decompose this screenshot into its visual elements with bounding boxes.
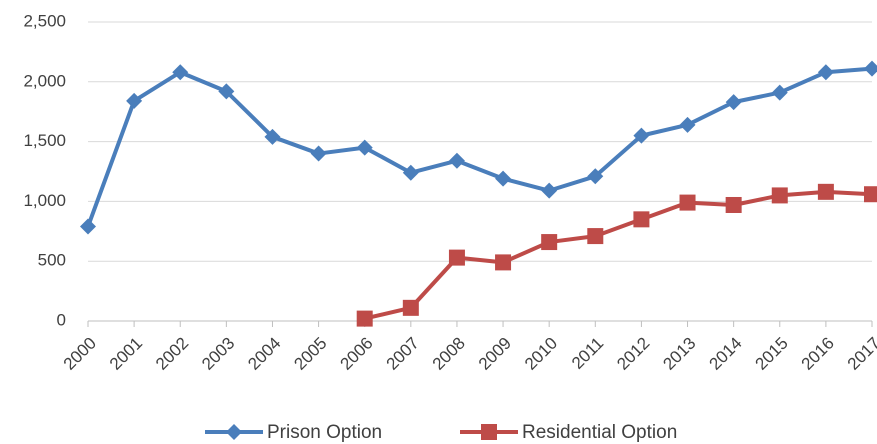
y-tick-label: 500 bbox=[38, 251, 66, 270]
x-tick-label: 2009 bbox=[475, 334, 515, 374]
legend-label: Prison Option bbox=[267, 422, 382, 443]
marker bbox=[495, 170, 512, 187]
x-tick-label: 2014 bbox=[705, 334, 745, 374]
x-tick-label: 2012 bbox=[613, 334, 653, 374]
legend-label: Residential Option bbox=[522, 422, 677, 443]
x-tick-label: 2017 bbox=[844, 334, 877, 374]
y-tick-label: 0 bbox=[57, 310, 66, 329]
marker bbox=[817, 64, 834, 81]
marker bbox=[448, 152, 465, 169]
x-tick-label: 2008 bbox=[429, 334, 469, 374]
marker bbox=[356, 310, 373, 327]
y-tick-label: 1,000 bbox=[23, 191, 66, 210]
x-tick-label: 2010 bbox=[521, 334, 561, 374]
marker bbox=[817, 183, 834, 200]
x-tick-label: 2015 bbox=[752, 334, 792, 374]
marker bbox=[725, 94, 742, 111]
marker bbox=[679, 116, 696, 133]
y-tick-label: 2,500 bbox=[23, 11, 66, 30]
marker bbox=[771, 84, 788, 101]
x-tick-label: 2013 bbox=[659, 334, 699, 374]
marker bbox=[126, 92, 143, 109]
x-tick-label: 2006 bbox=[337, 334, 377, 374]
marker bbox=[633, 127, 650, 144]
marker bbox=[172, 64, 189, 81]
marker bbox=[218, 83, 235, 100]
marker bbox=[771, 187, 788, 204]
marker bbox=[587, 168, 604, 185]
x-tick-label: 2011 bbox=[568, 334, 607, 373]
marker bbox=[679, 194, 696, 211]
x-tick-label: 2004 bbox=[244, 334, 284, 374]
marker bbox=[633, 211, 650, 228]
x-tick-label: 2000 bbox=[60, 334, 100, 374]
marker bbox=[402, 164, 419, 181]
x-tick-label: 2002 bbox=[152, 334, 192, 374]
x-tick-label: 2003 bbox=[198, 334, 238, 374]
x-tick-label: 2001 bbox=[106, 334, 146, 374]
marker bbox=[356, 139, 373, 156]
marker bbox=[310, 145, 327, 162]
legend: Prison Option Residential Option bbox=[205, 422, 677, 443]
series-line bbox=[364, 189, 873, 321]
marker bbox=[725, 196, 742, 213]
marker bbox=[226, 424, 242, 440]
marker bbox=[541, 182, 558, 199]
series-line bbox=[86, 66, 873, 228]
marker bbox=[587, 228, 604, 245]
x-tick-label: 2007 bbox=[383, 334, 423, 374]
marker bbox=[541, 234, 558, 251]
y-tick-label: 2,000 bbox=[23, 71, 66, 90]
x-tick-label: 2005 bbox=[290, 334, 330, 374]
marker bbox=[864, 186, 877, 203]
marker bbox=[864, 60, 877, 77]
marker bbox=[448, 249, 465, 266]
x-tick-label: 2016 bbox=[798, 334, 838, 374]
marker bbox=[264, 128, 281, 145]
marker bbox=[80, 218, 96, 235]
y-tick-label: 1,500 bbox=[23, 131, 66, 150]
marker bbox=[495, 254, 512, 271]
marker bbox=[481, 424, 497, 440]
marker bbox=[402, 299, 419, 316]
